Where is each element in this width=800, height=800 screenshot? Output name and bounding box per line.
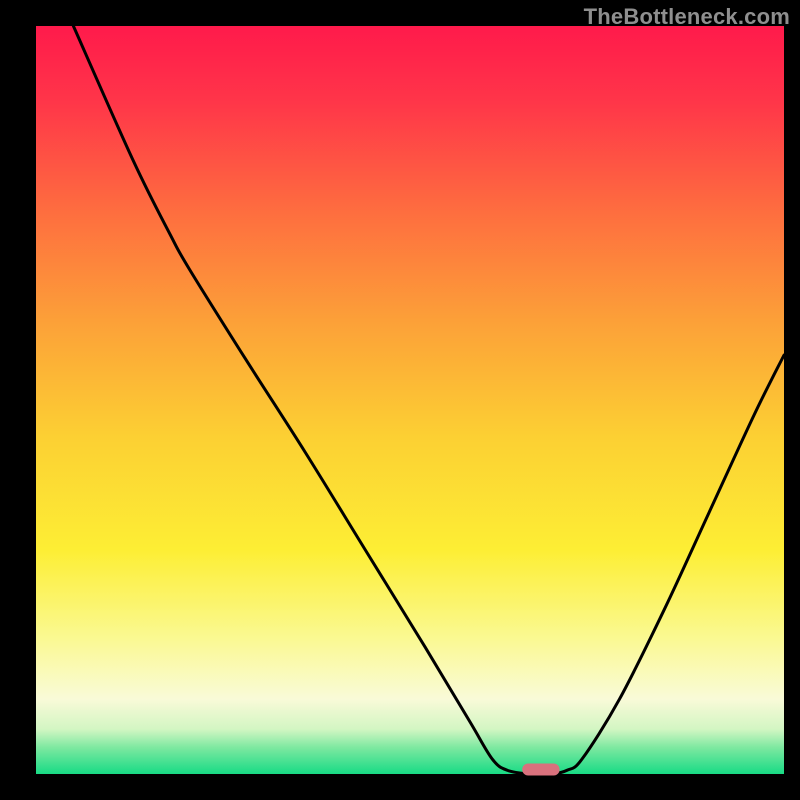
- chart-stage: TheBottleneck.com: [0, 0, 800, 800]
- plot-gradient-background: [36, 26, 784, 774]
- watermark-text: TheBottleneck.com: [584, 4, 790, 30]
- bottleneck-chart: [0, 0, 800, 800]
- minimum-marker: [522, 764, 559, 776]
